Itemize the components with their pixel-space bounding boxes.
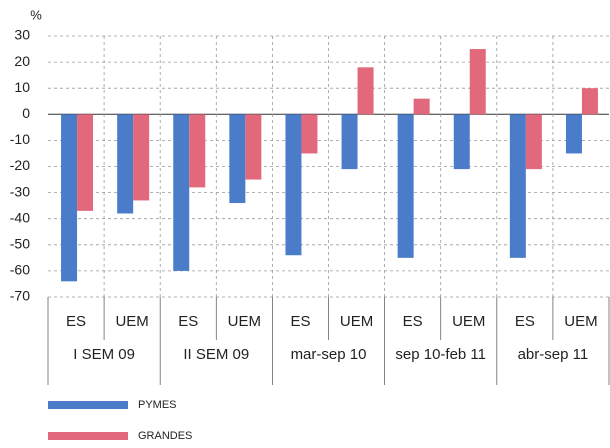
x-tick-label: ES xyxy=(403,313,423,330)
x-tick-label: ES xyxy=(290,313,310,330)
x-tick-label: UEM xyxy=(228,313,261,330)
group-label: I SEM 09 xyxy=(73,346,135,363)
y-tick-label: 10 xyxy=(14,79,30,95)
legend-label: PYMES xyxy=(138,399,177,411)
x-tick-label: UEM xyxy=(452,313,485,330)
bar xyxy=(245,114,262,180)
legend-swatch xyxy=(48,432,128,440)
bar xyxy=(285,114,302,256)
bar xyxy=(189,114,206,188)
bar xyxy=(413,98,430,115)
bar xyxy=(341,114,358,170)
unit-label: % xyxy=(30,7,42,22)
y-tick-label: -70 xyxy=(10,288,30,304)
group-label: abr-sep 11 xyxy=(518,346,589,363)
bar xyxy=(565,114,582,154)
bar xyxy=(117,114,134,214)
x-tick-label: UEM xyxy=(564,313,597,330)
x-tick-label: UEM xyxy=(115,313,148,330)
bar xyxy=(133,114,150,201)
y-tick-label: -50 xyxy=(10,236,30,252)
x-tick-label: ES xyxy=(66,313,86,330)
y-tick-label: 20 xyxy=(14,53,30,69)
legend-swatch xyxy=(48,401,128,409)
bar xyxy=(469,49,486,115)
y-tick-label: -40 xyxy=(10,209,30,225)
group-label: sep 10-feb 11 xyxy=(395,346,486,363)
x-tick-label: ES xyxy=(515,313,535,330)
x-tick-label: ES xyxy=(178,313,198,330)
y-tick-label: -30 xyxy=(10,183,30,199)
bar xyxy=(581,88,598,115)
bar xyxy=(77,114,94,211)
y-tick-label: 30 xyxy=(14,27,30,43)
y-tick-label: 0 xyxy=(22,105,30,121)
bar xyxy=(173,114,190,271)
bar xyxy=(61,114,78,282)
group-label: II SEM 09 xyxy=(183,346,249,363)
group-label: mar-sep 10 xyxy=(291,346,367,363)
bar xyxy=(301,114,318,154)
bar xyxy=(357,67,374,115)
bar xyxy=(229,114,246,204)
bar xyxy=(525,114,542,170)
x-tick-label: UEM xyxy=(340,313,373,330)
bar xyxy=(509,114,526,258)
bar xyxy=(453,114,470,170)
y-tick-label: -10 xyxy=(10,131,30,147)
legend-label: GRANDES xyxy=(138,430,192,442)
y-tick-label: -20 xyxy=(10,157,30,173)
y-tick-label: -60 xyxy=(10,262,30,278)
bar xyxy=(397,114,414,258)
